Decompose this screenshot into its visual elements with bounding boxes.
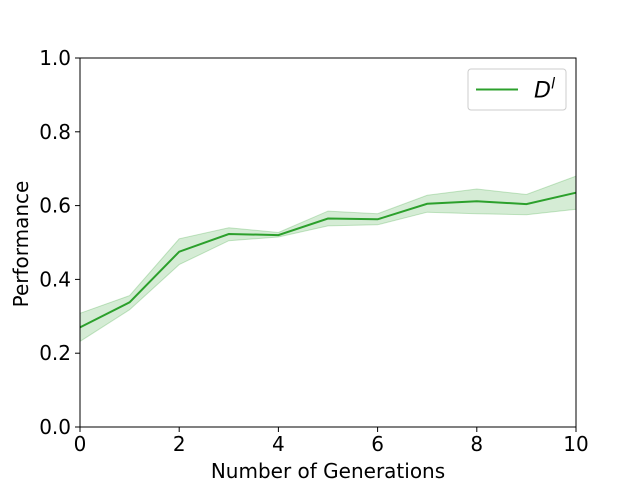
series-0-point-9 xyxy=(525,203,527,205)
plot-area xyxy=(79,57,577,428)
legend-label-superscript: l xyxy=(551,75,556,93)
x-tick-label-3: 6 xyxy=(371,432,384,456)
y-tick-label-1: 0.2 xyxy=(39,341,71,365)
axis-ticks: 0 2 4 6 8 10 0.0 0.2 0.4 0.6 0.8 1.0 xyxy=(39,46,589,456)
y-tick-label-5: 1.0 xyxy=(39,46,71,70)
series-0-point-5 xyxy=(327,218,329,220)
y-tick-label-2: 0.4 xyxy=(39,267,71,291)
x-axis-label: Number of Generations xyxy=(211,459,445,480)
x-tick-label-1: 2 xyxy=(173,432,186,456)
series-0-point-6 xyxy=(377,218,379,220)
y-tick-label-0: 0.0 xyxy=(39,415,71,439)
series-0-point-1 xyxy=(129,301,131,303)
axes-frame xyxy=(79,57,577,428)
series-0-point-8 xyxy=(476,200,478,202)
x-tick-label-2: 4 xyxy=(272,432,285,456)
legend: Dl xyxy=(467,68,567,111)
x-tick-label-4: 8 xyxy=(470,432,483,456)
series-0-line xyxy=(79,191,577,329)
y-tick-label-4: 0.8 xyxy=(39,120,71,144)
series-0-confidence-band xyxy=(79,175,577,343)
series-0-point-3 xyxy=(228,233,230,235)
series-0-point-7 xyxy=(426,203,428,205)
y-axis-label: Performance xyxy=(9,181,33,308)
series-0-point-2 xyxy=(178,251,180,253)
series-0-point-4 xyxy=(277,234,279,236)
y-tick-label-3: 0.6 xyxy=(39,194,71,218)
legend-label-0: Dl xyxy=(534,75,556,104)
x-tick-label-5: 10 xyxy=(563,432,588,456)
x-tick-label-0: 0 xyxy=(74,432,87,456)
